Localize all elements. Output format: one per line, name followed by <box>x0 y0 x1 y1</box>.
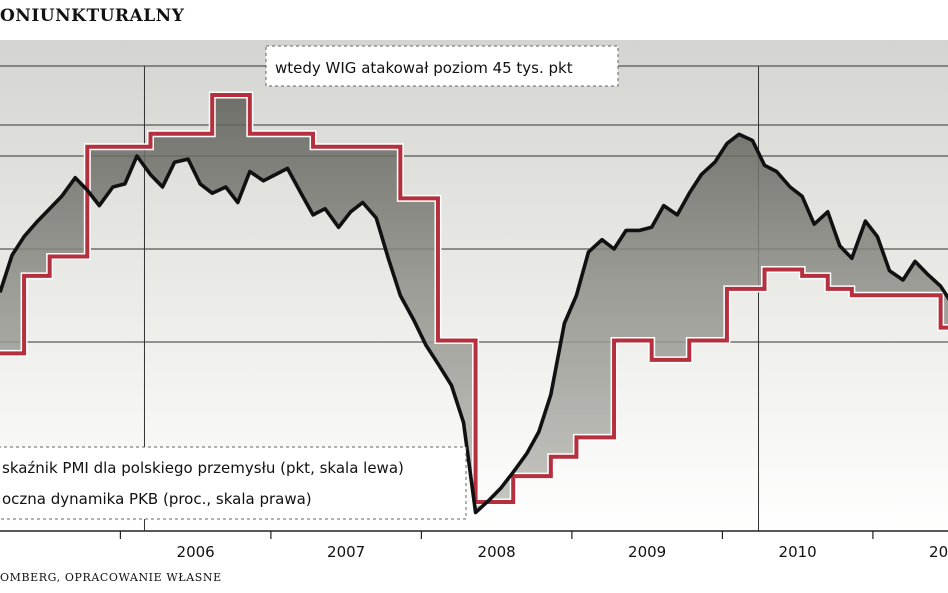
x-tick-label: 2006 <box>177 543 215 561</box>
legend-frame <box>0 446 467 520</box>
annotation-frame <box>265 45 619 87</box>
x-tick-label: 2007 <box>327 543 365 561</box>
series-layer <box>0 91 948 515</box>
series-pkb-line <box>0 93 948 504</box>
x-tick-label: 2011 <box>929 543 948 561</box>
legend-entry-pkb: oczna dynamika PKB (proc., skala prawa) <box>2 490 312 508</box>
x-axis: 2006 2007 2008 2009 2010 2011 <box>0 530 948 561</box>
x-tick-label: 2008 <box>478 543 516 561</box>
x-tick-label: 2010 <box>779 543 817 561</box>
legend-entry-pmi: skaźnik PMI dla polskiego przemysłu (pkt… <box>2 459 404 477</box>
source-note: OMBERG, OPRACOWANIE WŁASNE <box>0 571 222 584</box>
x-tick-label: 2009 <box>628 543 666 561</box>
page-title: ONIUNKTURALNY <box>0 6 185 26</box>
annotation-box: wtedy WIG atakował poziom 45 tys. pkt <box>265 45 619 87</box>
series-pmi-line <box>0 132 948 515</box>
legend: skaźnik PMI dla polskiego przemysłu (pkt… <box>0 446 467 520</box>
annotation-text: wtedy WIG atakował poziom 45 tys. pkt <box>275 59 573 77</box>
